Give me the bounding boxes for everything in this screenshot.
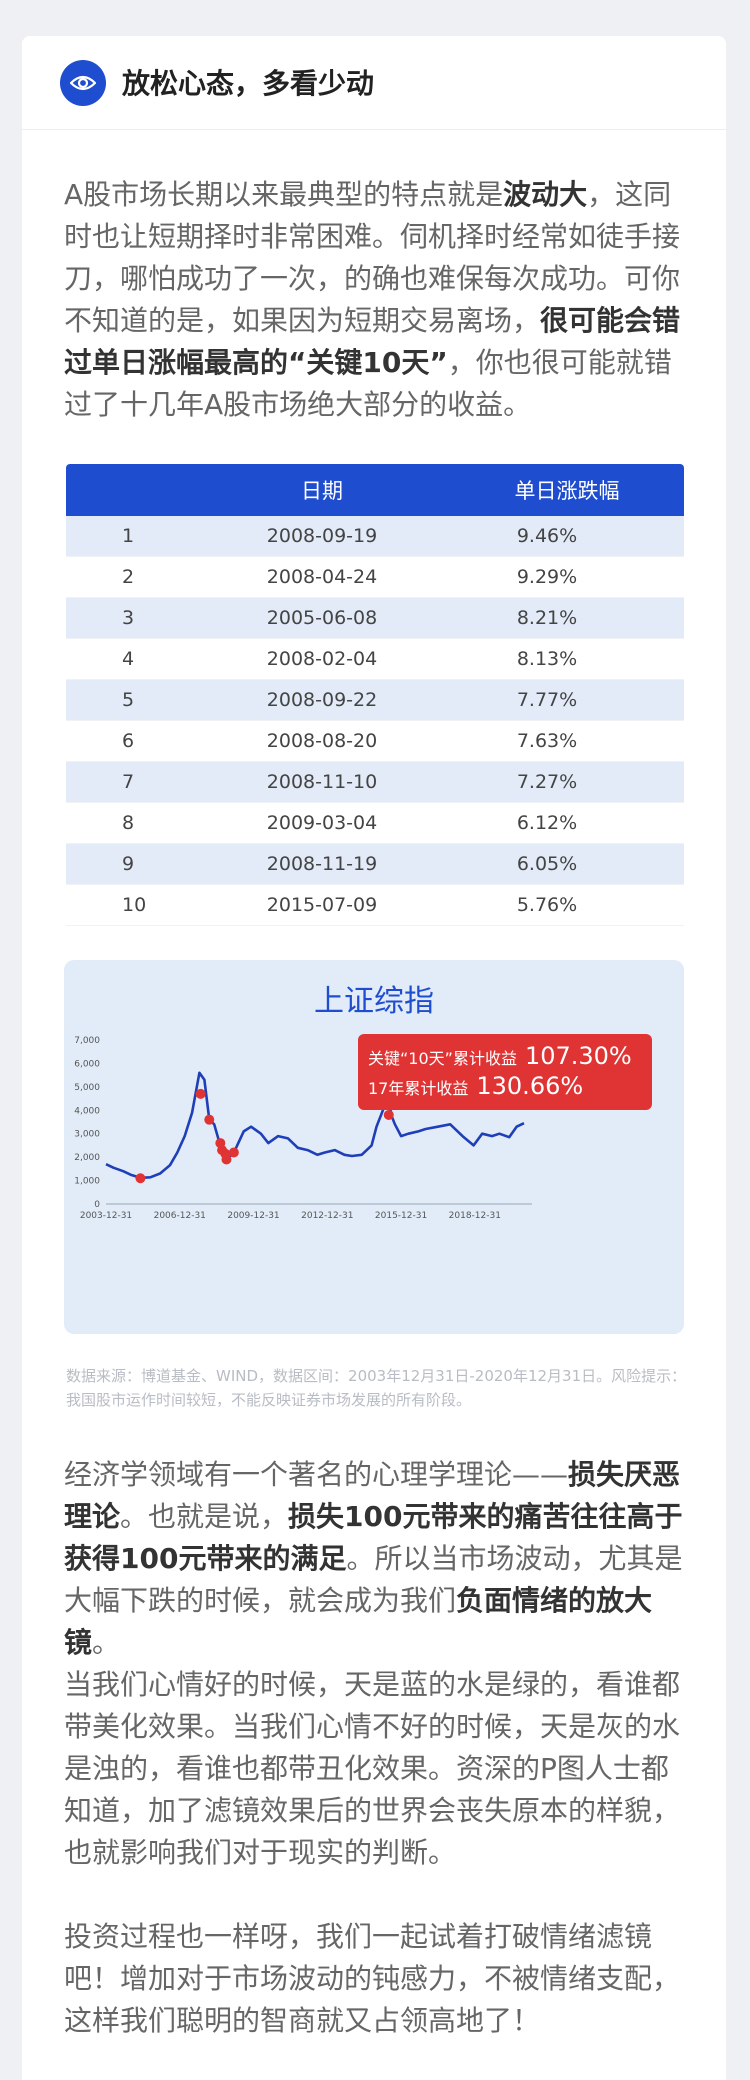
total-return-label: 17年累计收益 — [368, 1079, 469, 1098]
row-index: 4 — [122, 648, 135, 670]
row-change: 8.13% — [516, 648, 578, 670]
column-header-date: 日期 — [301, 479, 343, 503]
table-body: 1 2008-09-19 9.46% 2 2008-04-24 9.29% 3 2005-06… — [66, 516, 684, 926]
index-chart: 上证综指 0 1,000 2,000 3,000 4,000 5,000 6,000 7,00… — [64, 960, 684, 1334]
key-days-return-value: 107.30% — [524, 1042, 632, 1070]
row-date: 2008-11-19 — [266, 853, 378, 875]
row-change: 5.76% — [516, 894, 578, 916]
row-index: 6 — [122, 730, 135, 752]
row-date: 2005-06-08 — [266, 607, 378, 629]
x-tick-label: 2003-12-31 — [80, 1211, 132, 1221]
table-row: 6 2008-08-20 7.63% — [66, 721, 684, 762]
row-change: 7.27% — [516, 771, 578, 793]
row-index: 3 — [122, 607, 135, 629]
row-index: 9 — [122, 853, 135, 875]
row-index: 7 — [122, 771, 135, 793]
mood-filter-paragraph: 当我们心情好的时候，天是蓝的水是绿的，看谁都带美化效果。当我们心情不好的时候，天… — [64, 1668, 681, 1869]
row-index: 1 — [122, 525, 135, 547]
key-day-point — [135, 1173, 146, 1184]
table-row: 8 2009-03-04 6.12% — [66, 803, 684, 844]
index-series-line — [105, 1071, 525, 1180]
table-row: 7 2008-11-10 7.27% — [66, 762, 684, 803]
y-tick-label: 2,000 — [74, 1153, 100, 1163]
row-date: 2009-03-04 — [266, 812, 378, 834]
loss-aversion-paragraph: 经济学领域有一个著名的心理学理论——损失厌恶理论。也就是说，损失100元带来的痛… — [64, 1458, 683, 1659]
return-badge: 关键“10天”累计收益 107.30% 17年累计收益 130.66% — [358, 1034, 652, 1110]
row-change: 6.12% — [516, 812, 578, 834]
row-date: 2015-07-09 — [266, 894, 378, 916]
table-row: 5 2008-09-22 7.77% — [66, 680, 684, 721]
row-change: 7.77% — [516, 689, 578, 711]
top10-days-table: 日期 单日涨跌幅 1 2008-09-19 9.46% 2 2008-04-24 9.29… — [66, 464, 684, 926]
row-index: 8 — [122, 812, 135, 834]
row-date: 2008-08-20 — [266, 730, 378, 752]
closing-paragraph: 投资过程也一样呀，我们一起试着打破情绪滤镜吧！增加对于市场波动的钝感力，不被情绪… — [64, 1920, 681, 2037]
row-change: 7.63% — [516, 730, 578, 752]
y-tick-label: 7,000 — [74, 1036, 100, 1046]
table-row: 4 2008-02-04 8.13% — [66, 639, 684, 680]
table-header: 日期 单日涨跌幅 — [66, 464, 684, 516]
key-day-point — [204, 1114, 215, 1125]
row-change: 6.05% — [516, 853, 578, 875]
y-tick-label: 4,000 — [74, 1106, 100, 1116]
table-row: 2 2008-04-24 9.29% — [66, 557, 684, 598]
x-tick-label: 2012-12-31 — [301, 1211, 353, 1221]
article-card: 放松心态，多看少动 A股市场长期以来最典型的特点就是波动大，这同时也让短期择时非… — [22, 36, 726, 2080]
key-day-point — [383, 1109, 394, 1120]
column-header-change: 单日涨跌幅 — [514, 479, 620, 503]
row-index: 10 — [122, 894, 147, 916]
total-return-value: 130.66% — [476, 1072, 584, 1100]
eye-icon — [60, 60, 106, 106]
table-row: 3 2005-06-08 8.21% — [66, 598, 684, 639]
section-title: 放松心态，多看少动 — [122, 67, 375, 100]
intro-paragraph: A股市场长期以来最典型的特点就是波动大，这同时也让短期择时非常困难。伺机择时经常… — [64, 178, 681, 421]
key-day-point — [221, 1154, 232, 1165]
section-header: 放松心态，多看少动 — [22, 36, 726, 130]
row-index: 5 — [122, 689, 135, 711]
y-tick-label: 1,000 — [74, 1177, 100, 1187]
row-date: 2008-09-19 — [266, 525, 378, 547]
chart-plot: 0 1,000 2,000 3,000 4,000 5,000 6,000 7,000 2003… — [74, 1036, 532, 1221]
row-change: 9.46% — [516, 525, 578, 547]
table-row: 1 2008-09-19 9.46% — [66, 516, 684, 557]
x-tick-label: 2009-12-31 — [227, 1211, 279, 1221]
y-tick-label: 5,000 — [74, 1083, 100, 1093]
data-source-note: 数据来源：博道基金、WIND，数据区间：2003年12月31日-2020年12月… — [66, 1367, 687, 1409]
y-tick-label: 3,000 — [74, 1130, 100, 1140]
row-date: 2008-09-22 — [266, 689, 378, 711]
table-row: 10 2015-07-09 5.76% — [66, 885, 684, 926]
x-tick-label: 2018-12-31 — [449, 1211, 501, 1221]
row-date: 2008-11-10 — [266, 771, 378, 793]
key-day-point — [228, 1147, 239, 1158]
row-index: 2 — [122, 566, 135, 588]
key-days-return-label: 关键“10天”累计收益 — [368, 1049, 517, 1068]
row-date: 2008-04-24 — [266, 566, 378, 588]
row-change: 9.29% — [516, 566, 578, 588]
row-date: 2008-02-04 — [266, 648, 378, 670]
y-tick-label: 0 — [94, 1200, 100, 1210]
chart-title: 上证综指 — [314, 984, 434, 1019]
x-tick-label: 2006-12-31 — [154, 1211, 206, 1221]
table-row: 9 2008-11-19 6.05% — [66, 844, 684, 885]
key-day-point — [195, 1088, 206, 1099]
y-tick-label: 6,000 — [74, 1059, 100, 1069]
x-tick-label: 2015-12-31 — [375, 1211, 427, 1221]
row-change: 8.21% — [516, 607, 578, 629]
